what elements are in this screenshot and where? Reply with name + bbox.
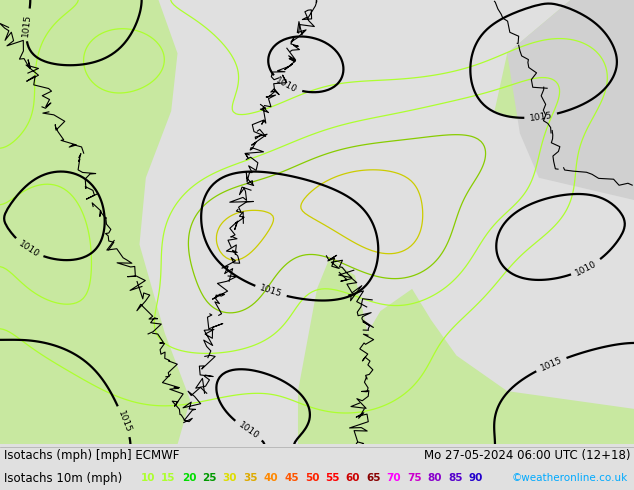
Text: 65: 65	[366, 473, 381, 483]
Text: 1015: 1015	[116, 409, 133, 434]
Text: Isotachs (mph) [mph] ECMWF: Isotachs (mph) [mph] ECMWF	[4, 449, 179, 462]
Text: 25: 25	[202, 473, 217, 483]
Text: Isotachs 10m (mph): Isotachs 10m (mph)	[4, 471, 122, 485]
Text: 1015: 1015	[529, 111, 553, 122]
Polygon shape	[507, 0, 634, 200]
Text: 80: 80	[428, 473, 443, 483]
Text: 60: 60	[346, 473, 360, 483]
Text: 1010: 1010	[16, 239, 41, 259]
Text: 15: 15	[161, 473, 176, 483]
Text: Mo 27-05-2024 06:00 UTC (12+18): Mo 27-05-2024 06:00 UTC (12+18)	[424, 449, 630, 462]
Polygon shape	[0, 0, 190, 444]
Text: 20: 20	[182, 473, 197, 483]
Text: 50: 50	[305, 473, 320, 483]
Polygon shape	[349, 289, 634, 444]
Text: 10: 10	[141, 473, 155, 483]
Text: 1010: 1010	[236, 420, 261, 441]
Text: 1010: 1010	[574, 259, 598, 277]
Text: 45: 45	[284, 473, 299, 483]
Text: 70: 70	[387, 473, 401, 483]
Polygon shape	[298, 258, 368, 444]
Text: 1015: 1015	[22, 13, 33, 37]
Text: 90: 90	[469, 473, 483, 483]
Text: 55: 55	[325, 473, 340, 483]
Text: 1015: 1015	[539, 355, 564, 373]
Polygon shape	[495, 0, 634, 133]
Text: ©weatheronline.co.uk: ©weatheronline.co.uk	[512, 473, 628, 483]
Text: 75: 75	[407, 473, 422, 483]
Text: 30: 30	[223, 473, 237, 483]
Text: 35: 35	[243, 473, 258, 483]
Text: 1010: 1010	[275, 76, 299, 95]
Text: 85: 85	[448, 473, 463, 483]
Text: 40: 40	[264, 473, 278, 483]
Text: 1015: 1015	[259, 284, 283, 299]
